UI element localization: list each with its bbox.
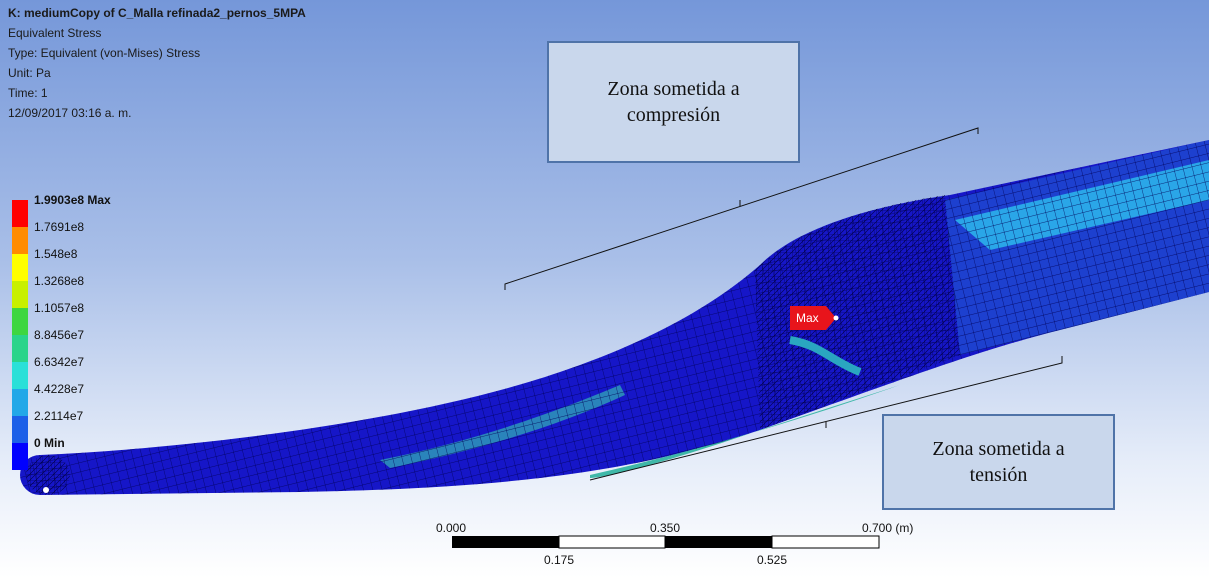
legend-swatch [12,335,28,362]
legend-swatch [12,227,28,254]
legend-swatch [12,389,28,416]
legend-label: 2.2114e7 [34,409,84,423]
legend-swatch [12,281,28,308]
annotation-text: Zona sometida a [932,438,1065,460]
header-line: Equivalent Stress [8,26,102,40]
legend-label: 1.9903e8 Max [34,193,111,207]
scale-label: 0.175 [544,553,575,567]
header-line: Time: 1 [8,86,48,100]
legend-swatch [12,254,28,281]
annotation-text: Zona sometida a [607,78,740,100]
bracket-compression [504,127,979,290]
legend-label: 1.3268e8 [34,274,85,288]
header-line: Unit: Pa [8,66,51,80]
legend-label: 0 Min [34,436,65,450]
bracket-tension [589,356,1063,481]
legend-label: 6.6342e7 [34,355,85,369]
scale-bar [452,535,880,549]
header-line: Type: Equivalent (von-Mises) Stress [8,46,201,60]
legend-label: 1.7691e8 [34,220,85,234]
legend-swatch [12,308,28,335]
header-line: 12/09/2017 03:16 a. m. [8,106,132,120]
legend-swatch [12,362,28,389]
annotation-text: tensión [969,464,1028,486]
legend-swatch [12,443,28,470]
legend-label: 1.548e8 [34,247,78,261]
legend-swatch [12,200,28,227]
scale-label: 0.000 [436,521,467,535]
legend-label: 1.1057e8 [34,301,85,315]
scale-label: 0.350 [650,521,681,535]
max-marker: Max [790,306,839,330]
legend-swatch [12,416,28,443]
scale-label: 0.525 [757,553,788,567]
annotation-box: Zona sometida a compresión [547,41,800,163]
result-title: K: mediumCopy of C_Malla refinada2_perno… [8,6,306,20]
legend-label: 8.8456e7 [34,328,85,342]
beam [20,140,1209,495]
scale-label: 0.700 (m) [862,521,914,535]
annotation-box: Zona sometida a tensión [882,414,1115,510]
max-label: Max [796,311,819,325]
legend-label: 4.4228e7 [34,382,85,396]
annotation-text: compresión [626,104,721,126]
